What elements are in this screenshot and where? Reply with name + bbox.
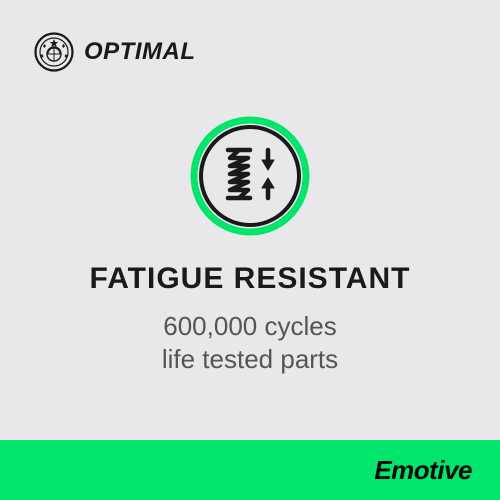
feature-icon-wrap <box>190 116 310 236</box>
footer-bar: Emotive <box>0 440 500 500</box>
feature-subline-1: 600,000 cycles <box>162 310 338 343</box>
brand-row: OPTIMAL <box>34 32 196 72</box>
feature-headline: FATIGUE RESISTANT <box>90 262 411 296</box>
brand-name: OPTIMAL <box>84 38 196 66</box>
main-panel: OPTIMAL FATIGUE RESISTANT 600,000 cycles… <box>0 0 500 440</box>
footer-brand: Emotive <box>374 455 472 486</box>
feature-subtext: 600,000 cycles life tested parts <box>162 310 338 375</box>
optimal-seal-icon <box>34 32 74 72</box>
feature-subline-2: life tested parts <box>162 343 338 376</box>
spring-compression-icon <box>190 116 310 236</box>
